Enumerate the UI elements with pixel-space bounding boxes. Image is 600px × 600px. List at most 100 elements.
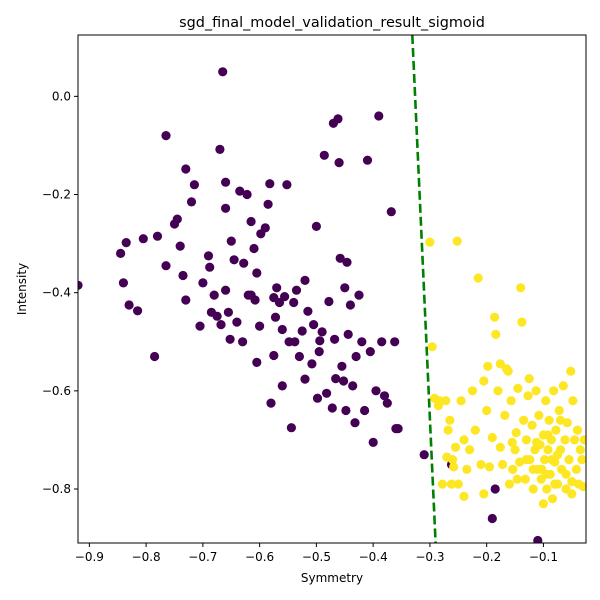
class-a-point — [269, 350, 279, 361]
class-b-point — [450, 442, 461, 452]
class-b-point — [487, 432, 497, 443]
class-a-point — [382, 398, 392, 408]
decision-boundary-line — [411, 35, 437, 543]
class-a-point — [181, 295, 191, 305]
class-a-point — [186, 197, 197, 207]
class-b-point — [578, 482, 586, 492]
class-a-point — [294, 351, 304, 362]
class-b-point — [566, 366, 576, 376]
class-a-point — [348, 381, 358, 391]
class-a-point — [181, 164, 191, 174]
class-a-point — [291, 285, 302, 295]
class-b-point — [427, 342, 437, 352]
class-b-point — [523, 391, 533, 401]
class-a-point — [118, 278, 128, 288]
points-layer — [78, 67, 586, 543]
class-b-point — [452, 236, 462, 246]
class-a-point — [390, 337, 400, 347]
class-b-point — [449, 462, 459, 472]
class-a-point — [229, 255, 239, 265]
class-b-point — [495, 359, 505, 369]
class-a-point — [260, 223, 270, 233]
class-a-point — [212, 311, 222, 321]
class-a-point — [300, 275, 310, 285]
class-b-point — [527, 420, 537, 430]
x-tick-label: −0.1 — [529, 550, 558, 564]
class-a-point — [342, 257, 352, 267]
class-a-point — [138, 234, 148, 244]
class-b-point — [542, 484, 552, 494]
class-b-point — [538, 499, 549, 509]
class-b-point — [517, 317, 527, 327]
class-b-point — [462, 464, 472, 474]
class-a-point — [365, 347, 375, 357]
x-tick-label: −0.6 — [245, 550, 274, 564]
y-tick-label: −0.2 — [42, 188, 71, 202]
class-a-point — [225, 334, 235, 344]
class-b-point — [549, 386, 559, 396]
class-b-point — [537, 464, 547, 474]
class-a-point — [377, 337, 387, 347]
y-tick-label: −0.4 — [42, 286, 71, 300]
class-a-point — [419, 450, 429, 460]
y-tick-label: −0.8 — [42, 482, 71, 496]
class-a-point — [350, 418, 360, 428]
class-b-point — [437, 479, 447, 489]
class-a-point — [221, 285, 231, 295]
x-tick-label: −0.2 — [472, 550, 501, 564]
x-tick-label: −0.7 — [188, 550, 217, 564]
class-a-point — [250, 295, 260, 305]
class-b-point — [532, 437, 542, 447]
class-a-point — [533, 535, 543, 543]
class-a-point — [238, 337, 248, 347]
class-a-point — [221, 177, 231, 187]
class-b-point — [470, 425, 480, 435]
class-b-point — [479, 489, 489, 499]
x-tick-label: −0.3 — [415, 550, 444, 564]
class-b-point — [511, 428, 521, 438]
class-b-point — [547, 494, 558, 504]
class-a-point — [263, 199, 273, 209]
class-b-point — [543, 445, 553, 455]
class-a-point — [203, 251, 214, 261]
class-a-point — [277, 324, 287, 335]
class-a-point — [215, 144, 225, 154]
y-tick-label: 0.0 — [52, 89, 71, 103]
class-a-point — [269, 293, 279, 303]
class-a-point — [343, 329, 353, 339]
class-a-point — [116, 248, 126, 258]
class-a-point — [266, 398, 276, 408]
class-a-point — [354, 290, 364, 300]
class-b-point — [531, 386, 541, 396]
class-b-point — [544, 415, 554, 425]
class-b-point — [568, 396, 578, 406]
x-tick-label: −0.4 — [359, 550, 388, 564]
x-axis: −0.9 −0.8 −0.7 −0.6 −0.5 −0.4 −0.3 −0.2 −0.1 — [75, 543, 558, 564]
class-b-point — [564, 455, 574, 465]
class-a-point — [360, 405, 370, 416]
class-a-point — [265, 179, 275, 189]
class-b-point — [443, 425, 453, 435]
class-a-point — [216, 320, 226, 330]
chart-title: sgd_final_model_validation_result_sigmoi… — [179, 15, 485, 31]
class-a-point — [209, 290, 219, 300]
class-b-point — [506, 396, 516, 406]
class-b-point — [541, 396, 551, 406]
class-b-point — [459, 491, 469, 501]
class-a-point — [317, 327, 327, 337]
class-b-point — [459, 435, 469, 445]
class-a-point — [371, 386, 381, 396]
class-a-point — [205, 262, 215, 272]
class-b-point — [521, 455, 532, 465]
class-a-point — [341, 405, 351, 416]
class-b-point — [507, 437, 517, 447]
class-b-point — [435, 396, 445, 406]
class-b-point — [482, 405, 492, 416]
class-a-point — [330, 334, 340, 344]
class-a-point — [252, 268, 262, 278]
class-a-point — [374, 111, 384, 121]
class-a-point — [335, 253, 345, 263]
class-b-point — [476, 459, 486, 470]
